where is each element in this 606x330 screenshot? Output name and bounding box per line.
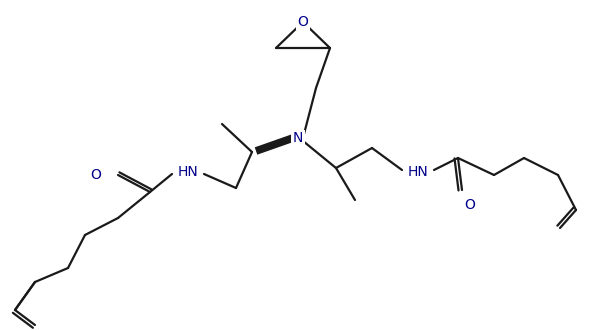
Text: HN: HN: [178, 165, 198, 179]
Text: O: O: [465, 198, 476, 212]
Text: O: O: [298, 15, 308, 29]
Text: N: N: [293, 131, 303, 145]
Text: HN: HN: [408, 165, 428, 179]
Text: O: O: [90, 168, 101, 182]
